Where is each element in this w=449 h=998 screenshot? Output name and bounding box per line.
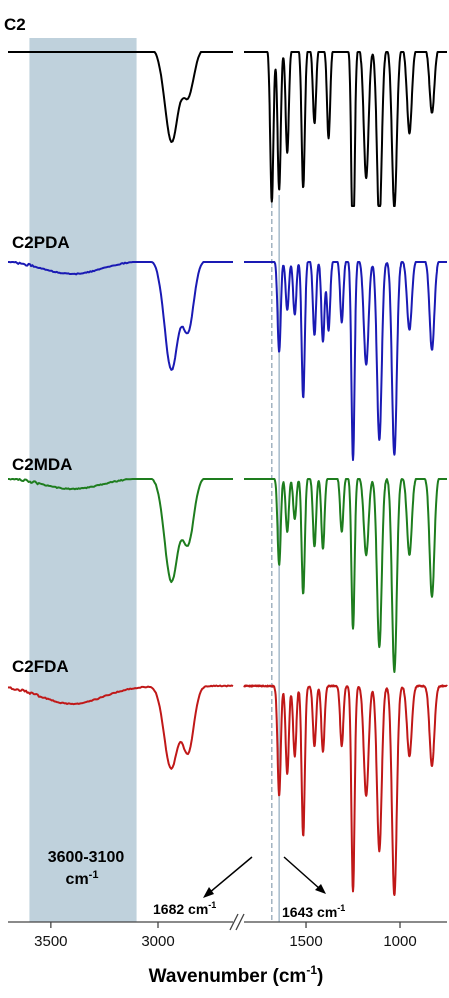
axis-break-mark (229, 913, 245, 931)
x-tick-label-3000: 3000 (141, 933, 174, 950)
series-line-c2-part-1 (8, 51, 233, 143)
svg-text:1643 cm-1: 1643 cm-1 (282, 903, 345, 920)
series-group (7, 51, 448, 896)
shaded-region-label: 3600-3100 (48, 849, 125, 866)
series-line-c2fda-part-1 (7, 684, 234, 770)
x-tick-label-1000: 1000 (383, 933, 416, 950)
series-line-c2mda-part-2 (243, 478, 448, 673)
shaded-region-unit: cm-1 (66, 869, 99, 888)
series-labels: C2 C2PDA C2MDA C2FDA (4, 15, 72, 676)
series-line-c2mda-part-1 (8, 478, 233, 584)
x-tick-label-3500: 3500 (34, 933, 67, 950)
series-label-c2mda: C2MDA (12, 455, 72, 474)
svg-text:1682 cm-1: 1682 cm-1 (153, 900, 216, 917)
series-line-c2fda-part-2 (243, 684, 448, 896)
series-line-c2pda-part-1 (8, 261, 233, 371)
series-label-c2fda: C2FDA (12, 657, 69, 676)
annotation-1682: 1682 cm-1 (153, 856, 253, 917)
x-axis-title: Wavenumber (cm-1) (149, 963, 324, 987)
series-label-c2pda: C2PDA (12, 233, 70, 252)
series-line-c2pda-part-2 (243, 261, 448, 461)
annotation-1643: 1643 cm-1 (282, 856, 345, 920)
x-ticks: 3500 3000 1500 1000 (34, 922, 417, 950)
series-line-c2-part-2 (243, 51, 448, 207)
x-tick-label-1500: 1500 (289, 933, 322, 950)
series-label-c2: C2 (4, 15, 26, 34)
